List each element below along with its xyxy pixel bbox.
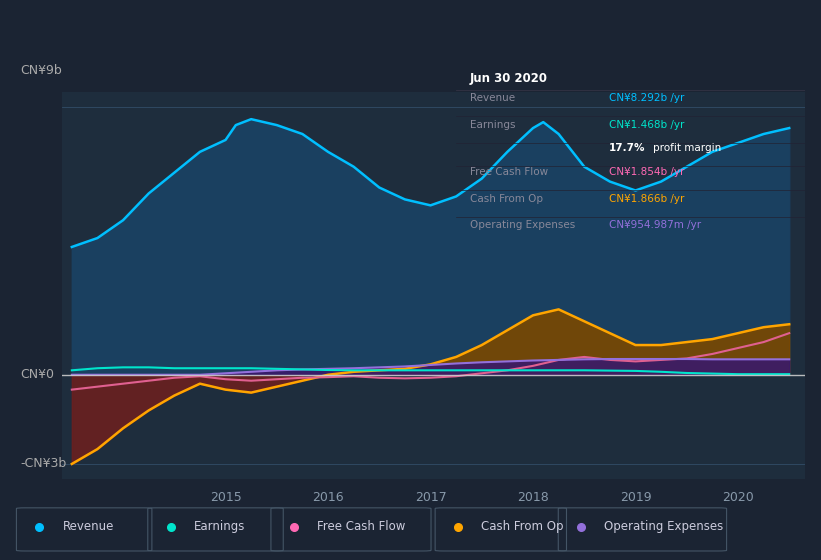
Text: 17.7%: 17.7% bbox=[609, 143, 645, 153]
Text: Revenue: Revenue bbox=[470, 94, 515, 104]
Text: CN¥1.468b /yr: CN¥1.468b /yr bbox=[609, 120, 685, 130]
Text: Free Cash Flow: Free Cash Flow bbox=[317, 520, 406, 533]
Text: Jun 30 2020: Jun 30 2020 bbox=[470, 72, 548, 85]
Text: CN¥0: CN¥0 bbox=[21, 368, 55, 381]
Text: Cash From Op: Cash From Op bbox=[470, 194, 543, 204]
Text: CN¥954.987m /yr: CN¥954.987m /yr bbox=[609, 221, 701, 230]
Text: Cash From Op: Cash From Op bbox=[481, 520, 563, 533]
Text: CN¥1.866b /yr: CN¥1.866b /yr bbox=[609, 194, 685, 204]
Text: Earnings: Earnings bbox=[194, 520, 245, 533]
Text: Free Cash Flow: Free Cash Flow bbox=[470, 167, 548, 178]
Text: Earnings: Earnings bbox=[470, 120, 515, 130]
Text: Operating Expenses: Operating Expenses bbox=[604, 520, 723, 533]
Text: -CN¥3b: -CN¥3b bbox=[21, 458, 67, 470]
Text: profit margin: profit margin bbox=[653, 143, 721, 153]
Text: CN¥1.854b /yr: CN¥1.854b /yr bbox=[609, 167, 685, 178]
Text: Revenue: Revenue bbox=[62, 520, 114, 533]
Text: CN¥8.292b /yr: CN¥8.292b /yr bbox=[609, 94, 685, 104]
Text: Operating Expenses: Operating Expenses bbox=[470, 221, 575, 230]
Text: CN¥9b: CN¥9b bbox=[21, 64, 62, 77]
